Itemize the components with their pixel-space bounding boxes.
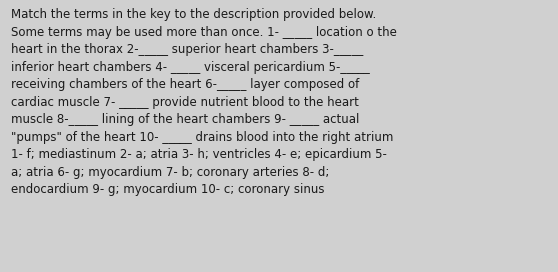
Text: Match the terms in the key to the description provided below.
Some terms may be : Match the terms in the key to the descri… [11, 8, 397, 196]
